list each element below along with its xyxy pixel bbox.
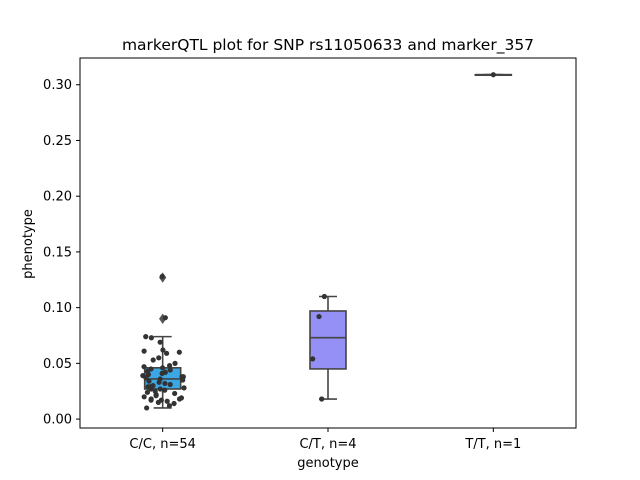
- data-point: [316, 313, 322, 320]
- chart-title: markerQTL plot for SNP rs11050633 and ma…: [122, 36, 534, 55]
- data-point: [156, 355, 162, 361]
- data-point: [157, 386, 163, 392]
- data-point: [176, 349, 182, 355]
- data-point: [148, 335, 155, 341]
- data-point: [164, 398, 170, 404]
- data-point: [159, 273, 165, 280]
- data-point: [144, 405, 150, 411]
- data-point: [172, 390, 178, 397]
- data-point: [171, 400, 177, 407]
- data-point: [148, 397, 154, 403]
- data-point: [490, 72, 496, 78]
- data-point: [319, 396, 325, 402]
- data-point: [162, 315, 168, 321]
- data-point: [167, 367, 173, 373]
- y-tick-label: 0.00: [43, 413, 72, 428]
- data-point: [162, 380, 168, 387]
- y-axis-label: phenotype: [21, 209, 36, 279]
- y-tick-label: 0.25: [43, 134, 72, 149]
- data-point: [180, 377, 186, 383]
- data-point: [176, 396, 183, 402]
- data-point: [160, 347, 166, 353]
- data-point: [172, 360, 178, 366]
- data-point: [141, 394, 147, 400]
- data-point: [147, 384, 154, 390]
- data-point: [181, 385, 187, 391]
- data-point: [164, 350, 170, 356]
- plot-area: [140, 72, 513, 411]
- y-tick-label: 0.05: [43, 357, 72, 372]
- y-tick-label: 0.10: [43, 301, 72, 316]
- data-point: [155, 399, 161, 405]
- data-point: [156, 379, 162, 385]
- data-point: [166, 403, 172, 409]
- y-tick-label: 0.30: [43, 78, 72, 93]
- data-point: [143, 375, 149, 381]
- box-2: [309, 310, 347, 370]
- data-point: [321, 293, 327, 300]
- data-point: [141, 348, 147, 354]
- y-tick-label: 0.15: [43, 245, 72, 260]
- x-tick-label: C/C, n=54: [129, 437, 195, 452]
- data-point: [146, 378, 152, 384]
- data-point: [143, 334, 149, 340]
- data-point: [144, 389, 151, 395]
- data-point: [159, 370, 165, 376]
- data-point: [157, 339, 163, 345]
- x-tick-label: T/T, n=1: [464, 437, 521, 452]
- data-point: [162, 387, 168, 393]
- y-tick-label: 0.20: [43, 190, 72, 205]
- data-point: [167, 381, 173, 388]
- data-point: [166, 362, 173, 369]
- data-point: [153, 393, 159, 399]
- data-point: [310, 356, 316, 362]
- x-tick-label: C/T, n=4: [299, 437, 356, 452]
- data-point: [160, 365, 166, 371]
- x-axis-label: genotype: [297, 456, 358, 471]
- data-point: [150, 357, 156, 363]
- data-point: [141, 364, 147, 370]
